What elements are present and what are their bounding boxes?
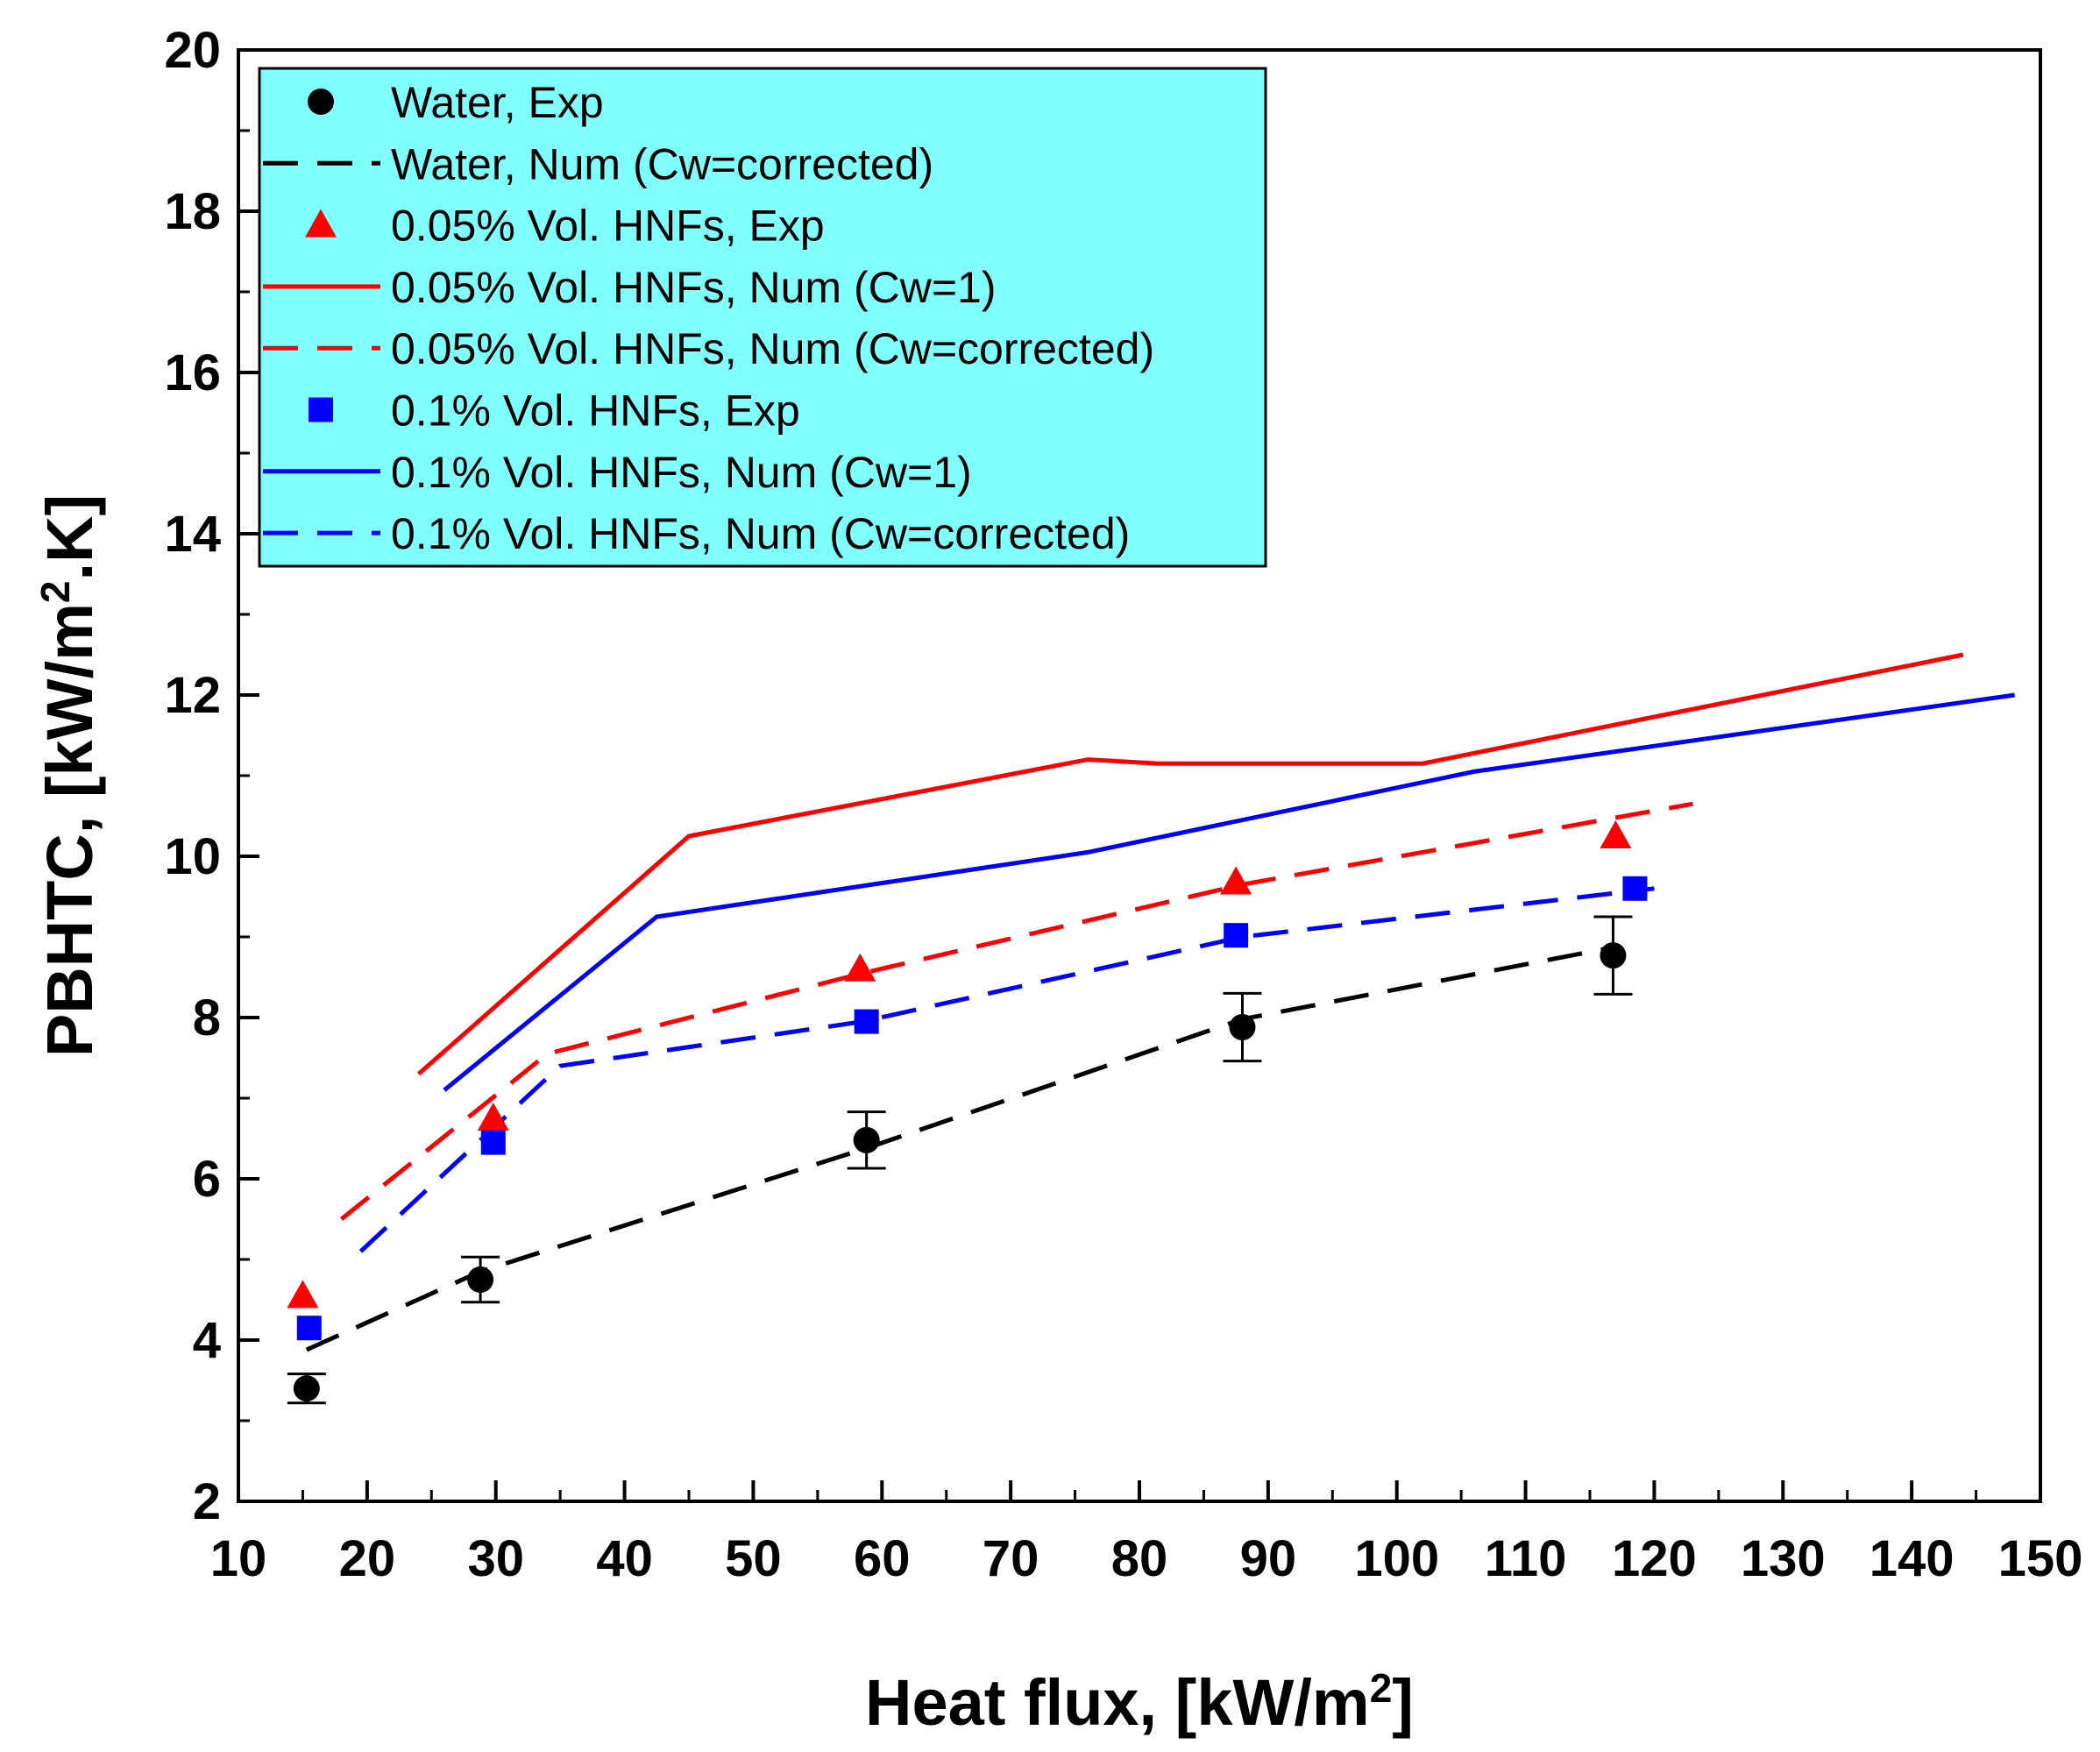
y-tick-label: 20 [164, 22, 221, 79]
data-point-water-exp [1600, 942, 1627, 969]
x-axis-title-sup: 2 [1370, 1665, 1393, 1711]
series-line-0-1-vol-hnfs-num-cw-1 [443, 692, 2015, 1092]
x-tick-label: 150 [1998, 1530, 2083, 1587]
x-tick-label: 100 [1354, 1530, 1439, 1587]
x-tick-label: 60 [854, 1530, 911, 1587]
series-line-0-05-vol-hnfs-num-cw-corrected [339, 801, 1693, 1221]
series-lines [305, 652, 2015, 1352]
data-point-water-exp [853, 1126, 880, 1153]
data-point-0-05-vol-hnfs-exp [477, 1103, 509, 1131]
legend-label-0-1-vol-hnfs-exp: 0.1% Vol. HNFs, Exp [391, 387, 800, 436]
data-point-water-exp [293, 1375, 320, 1402]
x-tick-label: 130 [1741, 1530, 1826, 1587]
legend-symbol-0-1-vol-hnfs-exp [309, 397, 333, 422]
x-tick-label: 110 [1485, 1530, 1567, 1587]
x-tick-label: 80 [1111, 1530, 1168, 1587]
y-tick-label: 12 [164, 667, 221, 724]
x-tick-label: 30 [467, 1530, 524, 1587]
legend-label-0-05-vol-hnfs-num-cw-1: 0.05% Vol. HNFs, Num (Cw=1) [391, 263, 996, 312]
legend-label-0-05-vol-hnfs-exp: 0.05% Vol. HNFs, Exp [391, 202, 825, 251]
y-tick-label: 4 [193, 1312, 221, 1369]
series-line-0-05-vol-hnfs-num-cw-1 [416, 652, 1964, 1076]
data-point-water-exp [467, 1266, 494, 1293]
data-point-0-05-vol-hnfs-exp [1220, 866, 1252, 895]
plot-frame [237, 48, 2042, 1503]
x-tick-label: 70 [983, 1530, 1039, 1587]
y-axis-title-tail: .K] [33, 494, 106, 581]
legend-label-0-05-vol-hnfs-num-cw-corrected: 0.05% Vol. HNFs, Num (Cw=corrected) [391, 324, 1154, 373]
y-axis-title-main: PBHTC, [kW/m [33, 603, 106, 1057]
data-point-0-1-vol-hnfs-exp [480, 1130, 506, 1155]
x-axis-title-tail: ] [1392, 1666, 1414, 1739]
legend: Water, Exp Water, Num (Cw=corrected) 0.05%… [258, 67, 1267, 568]
tick-labels: 10 20 30 40 50 60 70 80 90 100 110 120 130 140 150 2 4 6 8… [164, 22, 2082, 1587]
data-point-water-exp [1229, 1014, 1256, 1041]
series-markers [287, 820, 1648, 1405]
data-point-0-05-vol-hnfs-exp [844, 953, 876, 982]
x-tick-label: 90 [1240, 1530, 1297, 1587]
y-tick-label: 8 [193, 989, 221, 1046]
legend-label-water-num-cw-corrected: Water, Num (Cw=corrected) [391, 139, 933, 188]
y-tick-label: 14 [164, 506, 221, 563]
legend-box [258, 67, 1267, 568]
y-tick-label: 16 [164, 344, 221, 401]
x-tick-label: 140 [1869, 1530, 1955, 1587]
legend-symbol-water-exp [308, 89, 334, 115]
data-point-0-1-vol-hnfs-exp [1622, 876, 1648, 901]
y-tick-label: 6 [193, 1151, 221, 1208]
y-tick-label: 10 [164, 828, 221, 885]
y-axis-title-sup: 2 [32, 581, 78, 604]
x-tick-label: 120 [1612, 1530, 1697, 1587]
legend-label-water-exp: Water, Exp [391, 78, 604, 127]
legend-symbol-0-05-vol-hnfs-exp [305, 209, 337, 238]
x-axis-title: Heat flux, [kW/m2] [865, 1665, 1414, 1739]
x-axis-title-main: Heat flux, [kW/m [865, 1666, 1370, 1739]
series-line-0-1-vol-hnfs-num-cw-corrected [358, 886, 1655, 1253]
x-tick-label: 40 [596, 1530, 653, 1587]
series-line-water-num-cw-corrected [305, 945, 1614, 1352]
data-point-0-1-vol-hnfs-exp [296, 1316, 322, 1341]
x-tick-label: 50 [725, 1530, 782, 1587]
data-point-0-05-vol-hnfs-exp [1600, 820, 1632, 848]
x-tick-label: 20 [339, 1530, 396, 1587]
data-point-0-1-vol-hnfs-exp [854, 1009, 879, 1034]
y-axis-title: PBHTC, [kW/m2.K] [32, 494, 106, 1057]
y-tick-label: 18 [164, 183, 221, 240]
data-point-0-1-vol-hnfs-exp [1224, 923, 1249, 948]
y-tick-label: 2 [193, 1473, 221, 1530]
x-tick-label: 10 [210, 1530, 267, 1587]
data-point-0-05-vol-hnfs-exp [287, 1280, 319, 1309]
legend-label-0-1-vol-hnfs-num-cw-1: 0.1% Vol. HNFs, Num (Cw=1) [391, 448, 972, 497]
legend-label-0-1-vol-hnfs-num-cw-corrected: 0.1% Vol. HNFs, Num (Cw=corrected) [391, 509, 1130, 558]
